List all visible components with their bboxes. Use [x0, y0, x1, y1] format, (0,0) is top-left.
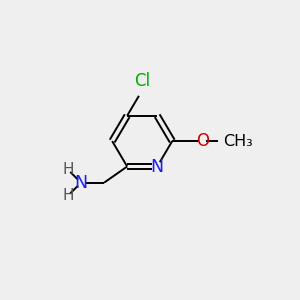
Text: O: O: [196, 132, 209, 150]
Text: N: N: [151, 158, 164, 175]
Text: H: H: [62, 188, 74, 203]
Text: H: H: [62, 163, 74, 178]
Text: Cl: Cl: [134, 72, 150, 90]
Text: N: N: [74, 174, 88, 192]
Text: CH₃: CH₃: [223, 134, 253, 148]
